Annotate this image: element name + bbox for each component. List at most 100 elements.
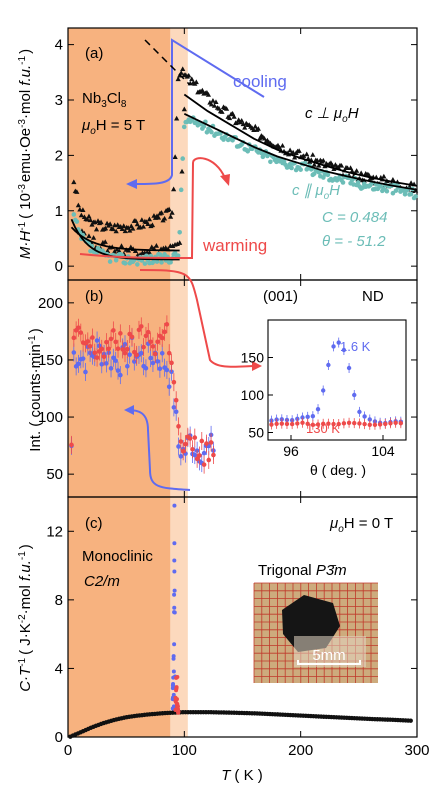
data-point-perp bbox=[358, 170, 364, 176]
inset-point-red bbox=[336, 421, 341, 427]
data-point-perp bbox=[242, 124, 248, 130]
transition-spike-point bbox=[170, 683, 175, 688]
inset-point-blue bbox=[315, 406, 321, 412]
data-point-perp bbox=[257, 135, 263, 141]
data-point-perp bbox=[93, 226, 100, 232]
data-point-perp bbox=[74, 189, 80, 194]
data-marks bbox=[68, 66, 419, 739]
data-point-perp bbox=[211, 103, 218, 108]
monoclinic-region bbox=[68, 497, 171, 737]
inset-point-red bbox=[331, 421, 336, 427]
data-point-par bbox=[168, 259, 173, 265]
monoclinic-label: Monoclinic bbox=[82, 548, 153, 565]
panel-c-label: (c) bbox=[85, 515, 103, 532]
data-point-red bbox=[111, 328, 116, 333]
y-tick-label: 4 bbox=[55, 660, 63, 677]
data-point-perp bbox=[161, 215, 168, 221]
data-point-perp bbox=[179, 168, 185, 174]
data-point-blue bbox=[176, 444, 181, 449]
data-point-blue bbox=[76, 361, 81, 367]
data-point-red bbox=[148, 339, 153, 345]
data-point-perp bbox=[171, 186, 177, 192]
monoclinic-region bbox=[68, 28, 171, 280]
inset-point-red bbox=[346, 420, 352, 425]
inset-point-red bbox=[321, 421, 326, 426]
data-point-perp bbox=[75, 202, 81, 208]
transition-spike-point bbox=[175, 707, 180, 712]
data-point-perp bbox=[311, 162, 317, 167]
data-point-perp bbox=[213, 99, 219, 104]
transition-spike-point bbox=[173, 698, 178, 703]
y-tick-label: 50 bbox=[46, 466, 63, 483]
data-point-blue bbox=[83, 369, 88, 375]
data-point-blue bbox=[132, 359, 137, 364]
data-point-perp bbox=[128, 244, 134, 250]
data-point-red bbox=[187, 436, 193, 441]
data-point-blue bbox=[113, 358, 118, 364]
data-point-perp bbox=[139, 217, 145, 222]
weiss-temperature: θ = - 51.2 bbox=[322, 233, 386, 250]
data-point-perp bbox=[301, 153, 307, 158]
data-point-par bbox=[355, 180, 361, 185]
data-point-red bbox=[122, 350, 128, 356]
data-point-perp bbox=[230, 110, 236, 116]
par-label: c ∥ μoH bbox=[292, 182, 340, 202]
inset-x-tick-label: 104 bbox=[371, 443, 395, 459]
inset-point-red bbox=[274, 421, 279, 427]
data-point-red bbox=[164, 322, 170, 327]
data-point-perp bbox=[181, 106, 187, 112]
data-point-perp bbox=[349, 168, 355, 174]
data-point-perp bbox=[239, 117, 245, 123]
technique-label: ND bbox=[362, 288, 384, 305]
data-point-blue bbox=[94, 338, 100, 343]
data-point-red bbox=[101, 354, 107, 360]
data-point-perp bbox=[107, 221, 113, 227]
inset-plot: 50 100 150 96 104 bbox=[241, 337, 404, 459]
data-point-perp bbox=[231, 114, 237, 119]
data-point-red bbox=[118, 331, 123, 336]
inset-point-blue bbox=[341, 347, 347, 353]
data-point-perp bbox=[153, 243, 160, 248]
crystal-photo: 5mm bbox=[253, 582, 378, 683]
y-tick-label: 0 bbox=[55, 258, 63, 275]
panel-b-ylabel: Int. ( counts·min-1) bbox=[27, 328, 44, 451]
data-point-perp bbox=[84, 216, 91, 222]
inset-point-blue bbox=[331, 344, 336, 349]
data-point-blue bbox=[125, 363, 130, 369]
reflection-label: (001) bbox=[263, 288, 298, 305]
inset-series-1-label: 1.6 K bbox=[340, 339, 371, 354]
curie-weiss-fit bbox=[183, 93, 418, 187]
data-point-red bbox=[87, 343, 93, 349]
data-point-perp bbox=[223, 106, 230, 111]
data-point-perp bbox=[296, 148, 302, 153]
panel-frames bbox=[67, 27, 418, 738]
inset-point-blue bbox=[346, 365, 352, 371]
data-point-perp bbox=[134, 221, 140, 227]
data-point-perp bbox=[193, 79, 199, 85]
transition-region bbox=[170, 280, 188, 497]
data-point-perp bbox=[290, 149, 296, 155]
heat-capacity-point bbox=[408, 718, 413, 723]
data-point-red bbox=[204, 441, 209, 446]
data-point-par bbox=[74, 219, 80, 224]
data-point-perp bbox=[381, 173, 387, 179]
inset-point-red bbox=[367, 422, 372, 427]
y-tick-label: 3 bbox=[55, 92, 63, 109]
data-point-perp bbox=[310, 152, 316, 157]
data-point-perp bbox=[130, 225, 136, 231]
inset-point-blue bbox=[326, 362, 331, 368]
y-tick-label: 8 bbox=[55, 592, 63, 609]
data-point-perp bbox=[140, 223, 146, 229]
inset-point-red bbox=[300, 420, 305, 425]
data-point-perp bbox=[122, 228, 128, 234]
data-point-par bbox=[177, 229, 182, 235]
data-point-par bbox=[201, 124, 207, 129]
data-point-red bbox=[71, 335, 77, 341]
data-point-red bbox=[134, 352, 139, 358]
data-point-red bbox=[94, 355, 100, 360]
data-point-par bbox=[390, 190, 396, 196]
data-point-par bbox=[311, 171, 317, 176]
data-point-par bbox=[135, 262, 140, 267]
data-point-perp bbox=[178, 70, 184, 75]
